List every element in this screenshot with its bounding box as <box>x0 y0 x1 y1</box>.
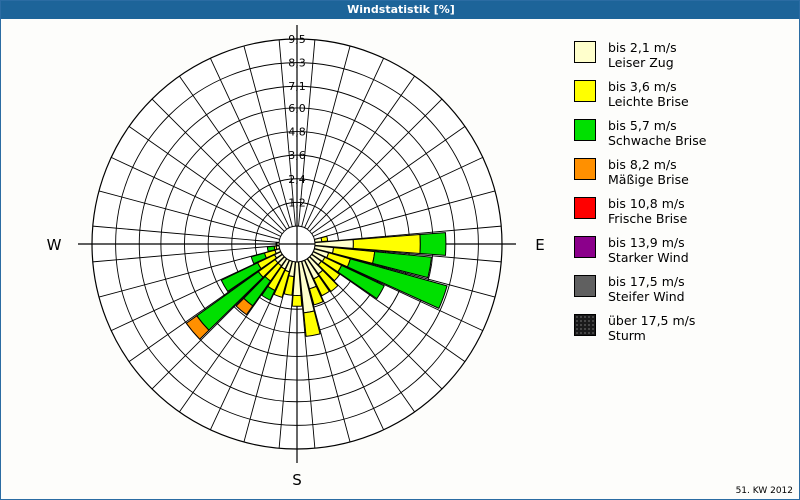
legend-speed-steifer-wind: bis 17,5 m/s <box>608 274 685 289</box>
grid-spoke <box>179 75 296 242</box>
r-tick-label: 9,5 <box>288 33 306 46</box>
wind-rose-segment <box>372 251 432 279</box>
wind-rose-segment <box>291 294 303 307</box>
grid-spoke <box>297 58 385 242</box>
legend-item: bis 10,8 m/s Frische Brise <box>574 196 789 226</box>
wind-rose-segment <box>283 275 295 296</box>
legend-speed-sturm: über 17,5 m/s <box>608 313 696 328</box>
window-title: Windstatistik [%] <box>347 3 455 16</box>
axis-labels: 1,22,43,64,86,07,18,39,5NSWE <box>47 33 545 489</box>
legend-item: bis 2,1 m/s Leiser Zug <box>574 40 789 70</box>
wind-rose-segment <box>337 264 385 300</box>
legend-speed-starker-wind: bis 13,9 m/s <box>608 235 685 250</box>
grid-spoke <box>209 58 297 242</box>
grid-spoke <box>92 225 294 245</box>
wind-rose-segment <box>261 285 276 301</box>
legend-speed-frische-brise: bis 10,8 m/s <box>608 196 685 211</box>
legend-swatch-steifer-wind <box>574 275 596 297</box>
legend-swatch-frische-brise <box>574 197 596 219</box>
legend-speed-schwache-brise: bis 5,7 m/s <box>608 118 677 133</box>
grid-spoke <box>297 45 351 241</box>
legend-name-leiser-zug: Leiser Zug <box>608 55 674 70</box>
grid-spoke <box>300 190 496 244</box>
legend-name-steifer-wind: Steifer Wind <box>608 289 685 304</box>
compass-label-east: E <box>535 236 544 254</box>
legend-name-frische-brise: Frische Brise <box>608 211 688 226</box>
legend-name-maessige-brise: Mäßige Brise <box>608 172 689 187</box>
r-tick-label: 3,6 <box>288 149 306 162</box>
wind-rose-segment <box>303 310 321 337</box>
wind-rose-segment <box>185 315 210 340</box>
wind-rose-segment <box>275 241 278 247</box>
r-tick-label: 7,1 <box>288 80 306 93</box>
r-tick-label: 2,4 <box>288 173 306 186</box>
legend-name-leichte-brise: Leichte Brise <box>608 94 689 109</box>
legend-name-sturm: Sturm <box>608 328 646 343</box>
wind-rose-segment <box>317 269 339 292</box>
legend-item: bis 5,7 m/s Schwache Brise <box>574 118 789 148</box>
legend-swatch-maessige-brise <box>574 158 596 180</box>
legend-swatch-leichte-brise <box>574 80 596 102</box>
legend-swatch-leiser-zug <box>574 41 596 63</box>
r-tick-label: 1,2 <box>288 196 306 209</box>
legend: bis 2,1 m/s Leiser Zug bis 3,6 m/s Leich… <box>574 40 789 352</box>
compass-label-west: W <box>47 236 62 254</box>
grid-spoke <box>299 156 483 244</box>
wind-rose-segment <box>235 297 254 316</box>
legend-swatch-starker-wind <box>574 236 596 258</box>
legend-item: über 17,5 m/s Sturm <box>574 313 789 343</box>
wind-rose-segment <box>266 245 276 252</box>
wind-rose-segment <box>346 258 448 309</box>
grid-spoke <box>278 39 298 241</box>
window-title-bar: Windstatistik [%] <box>1 1 799 19</box>
legend-speed-leiser-zug: bis 2,1 m/s <box>608 40 677 55</box>
legend-speed-maessige-brise: bis 8,2 m/s <box>608 157 677 172</box>
grid-spoke <box>128 126 295 243</box>
window-content: 1,22,43,64,86,07,18,39,5NSWE bis 2,1 m/s… <box>2 20 799 499</box>
grid-spoke <box>98 190 294 244</box>
grid-spoke <box>298 98 443 243</box>
r-tick-label: 6,0 <box>288 102 306 115</box>
wind-rose-segment <box>309 285 324 306</box>
wind-rose-segment <box>419 232 447 256</box>
wind-rose-petals <box>185 232 448 340</box>
wind-rose-segment <box>313 275 330 297</box>
legend-swatch-schwache-brise <box>574 119 596 141</box>
wind-rose-segment <box>317 260 341 282</box>
wind-rose-segment <box>273 269 290 298</box>
wind-rose-chart: 1,22,43,64,86,07,18,39,5NSWE <box>2 20 547 499</box>
footer-week-label: 51. KW 2012 <box>735 486 793 496</box>
wind-rose-segment <box>320 235 329 243</box>
grid-spoke <box>299 126 466 243</box>
r-tick-label: 8,3 <box>288 57 306 70</box>
grid-spoke <box>298 75 415 242</box>
legend-swatch-sturm <box>574 314 596 336</box>
wind-rose-segment <box>220 262 262 292</box>
grid-spoke <box>111 156 295 244</box>
grid-spoke <box>296 39 316 241</box>
legend-name-starker-wind: Starker Wind <box>608 250 689 265</box>
legend-item: bis 13,9 m/s Starker Wind <box>574 235 789 265</box>
legend-name-schwache-brise: Schwache Brise <box>608 133 707 148</box>
grid-spoke <box>243 45 297 241</box>
legend-item: bis 3,6 m/s Leichte Brise <box>574 79 789 109</box>
compass-label-south: S <box>292 471 302 489</box>
wind-rose-segment <box>250 252 267 265</box>
legend-speed-leichte-brise: bis 3,6 m/s <box>608 79 677 94</box>
r-tick-label: 4,8 <box>288 126 306 139</box>
legend-item: bis 17,5 m/s Steifer Wind <box>574 274 789 304</box>
wind-rose-svg: 1,22,43,64,86,07,18,39,5NSWE <box>47 25 545 489</box>
grid-spoke <box>92 243 294 263</box>
grid-spoke <box>151 98 296 243</box>
legend-item: bis 8,2 m/s Mäßige Brise <box>574 157 789 187</box>
